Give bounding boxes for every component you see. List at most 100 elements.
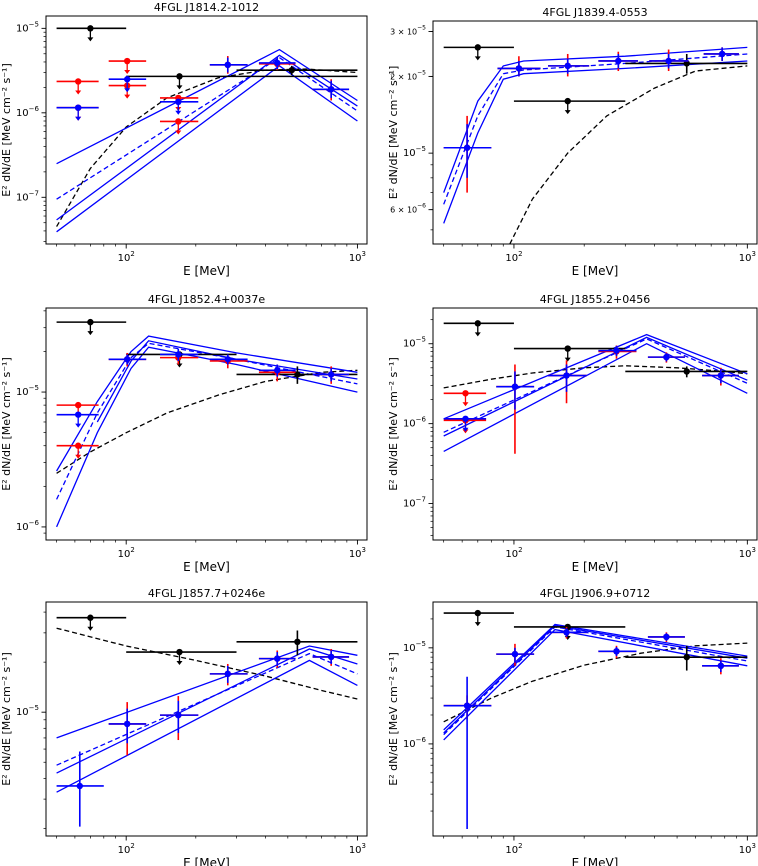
blue-data-point xyxy=(598,345,637,357)
alt-model-curve xyxy=(443,365,748,389)
model-band-line xyxy=(443,628,748,741)
blue-data-point xyxy=(443,415,487,432)
model-band-line xyxy=(56,64,358,233)
data-marker xyxy=(274,367,281,374)
y-tick-label: 10−6 xyxy=(403,736,427,750)
data-marker xyxy=(474,44,481,51)
model-band-line xyxy=(56,645,358,739)
alt-model-curve xyxy=(56,68,358,227)
arrow-head xyxy=(176,363,183,368)
model-band-line xyxy=(443,625,748,734)
arrow-head xyxy=(124,88,131,93)
blue-data-point xyxy=(312,80,350,98)
blue-data-point xyxy=(56,104,99,121)
x-axis-label: E [MeV] xyxy=(183,264,230,278)
y-axis-label: E² dN/dE [MeV cm⁻² s⁻¹] xyxy=(0,357,13,491)
chart-title: 4FGL J1852.4+0037e xyxy=(148,293,265,306)
minor-ticks xyxy=(430,319,738,543)
data-marker xyxy=(294,638,301,646)
arrow-head xyxy=(87,626,94,631)
x-axis-label: E [MeV] xyxy=(183,560,230,574)
chart-title: 4FGL J1814.2-1012 xyxy=(154,1,259,14)
blue-data-point xyxy=(209,665,248,683)
black-data-point xyxy=(443,320,514,337)
model-band-line xyxy=(443,336,748,437)
black-data-point xyxy=(513,97,626,115)
data-marker xyxy=(123,356,131,363)
blue-data-point xyxy=(548,58,590,74)
blue-data-point xyxy=(548,364,587,392)
x-tick-label: 102 xyxy=(505,842,522,856)
data-marker xyxy=(274,59,281,67)
arrow-head xyxy=(175,110,182,115)
arrow-head xyxy=(564,110,571,115)
red-data-point xyxy=(56,442,99,459)
model-best-fit-line xyxy=(56,652,358,766)
model-band-line xyxy=(56,346,358,528)
blue-data-point xyxy=(548,628,587,637)
data-marker xyxy=(76,782,83,790)
data-marker xyxy=(683,653,690,661)
arrow-head xyxy=(124,94,131,99)
black-data-point xyxy=(625,53,748,74)
blue-data-point xyxy=(258,364,296,377)
y-tick-label: 6 × 10−6 xyxy=(390,203,426,215)
data-marker xyxy=(176,73,183,80)
black-data-point xyxy=(236,630,358,656)
black-data-point xyxy=(236,65,358,76)
x-axis-label: E [MeV] xyxy=(572,856,619,866)
data-marker xyxy=(87,318,94,326)
plot-area xyxy=(443,609,748,830)
arrow-head xyxy=(564,635,571,640)
data-marker xyxy=(718,50,726,58)
x-axis-label: E [MeV] xyxy=(572,560,619,574)
model-band-line xyxy=(443,623,748,731)
blue-data-point xyxy=(209,354,248,365)
plot-area xyxy=(56,614,358,827)
x-tick-label: 103 xyxy=(349,842,366,856)
blue-data-point xyxy=(159,700,199,733)
blue-data-point xyxy=(312,368,350,382)
data-marker xyxy=(74,442,82,449)
blue-data-point xyxy=(108,354,147,365)
sed-panel-4: 4FGL J1855.2+0456 102 103 10−7 10−6 10−5 E [Me… xyxy=(387,293,758,574)
data-marker xyxy=(564,62,571,70)
data-marker xyxy=(175,351,182,358)
data-marker xyxy=(663,633,670,641)
blue-data-point xyxy=(443,124,492,178)
minor-ticks xyxy=(43,611,348,839)
data-marker xyxy=(224,356,231,363)
y-axis-label: E² dN/dE [MeV cm⁻² s⁻¹] xyxy=(0,63,13,197)
data-marker xyxy=(463,702,471,709)
arrow-head xyxy=(175,130,182,135)
blue-data-point xyxy=(647,633,685,641)
black-data-point xyxy=(126,648,237,666)
data-marker xyxy=(683,368,690,375)
data-marker xyxy=(563,629,570,636)
data-marker xyxy=(683,60,690,67)
arrow-head xyxy=(462,402,469,407)
y-axis-label: E² dN/dE [MeV cm⁻² s⁻¹] xyxy=(387,652,400,786)
y-tick-label: 3 × 10−5 xyxy=(390,25,426,37)
data-marker xyxy=(74,78,82,85)
red-data-point xyxy=(108,57,147,75)
plot-area xyxy=(443,320,748,454)
data-marker xyxy=(564,97,571,105)
arrow-head xyxy=(564,357,571,362)
x-tick-label: 103 xyxy=(349,546,366,560)
black-data-point xyxy=(443,44,514,61)
data-marker xyxy=(474,609,481,617)
blue-data-point xyxy=(598,53,638,69)
arrow-head xyxy=(176,85,183,90)
axes-frame xyxy=(45,307,368,541)
data-marker xyxy=(665,57,672,65)
data-marker xyxy=(717,662,725,670)
x-tick-label: 102 xyxy=(118,546,135,560)
blue-data-point xyxy=(108,76,147,93)
axes-frame xyxy=(432,601,758,837)
data-marker xyxy=(717,372,725,379)
blue-data-point xyxy=(497,60,541,77)
model-best-fit-line xyxy=(443,53,748,205)
chart-title: 4FGL J1906.9+0712 xyxy=(540,587,650,600)
